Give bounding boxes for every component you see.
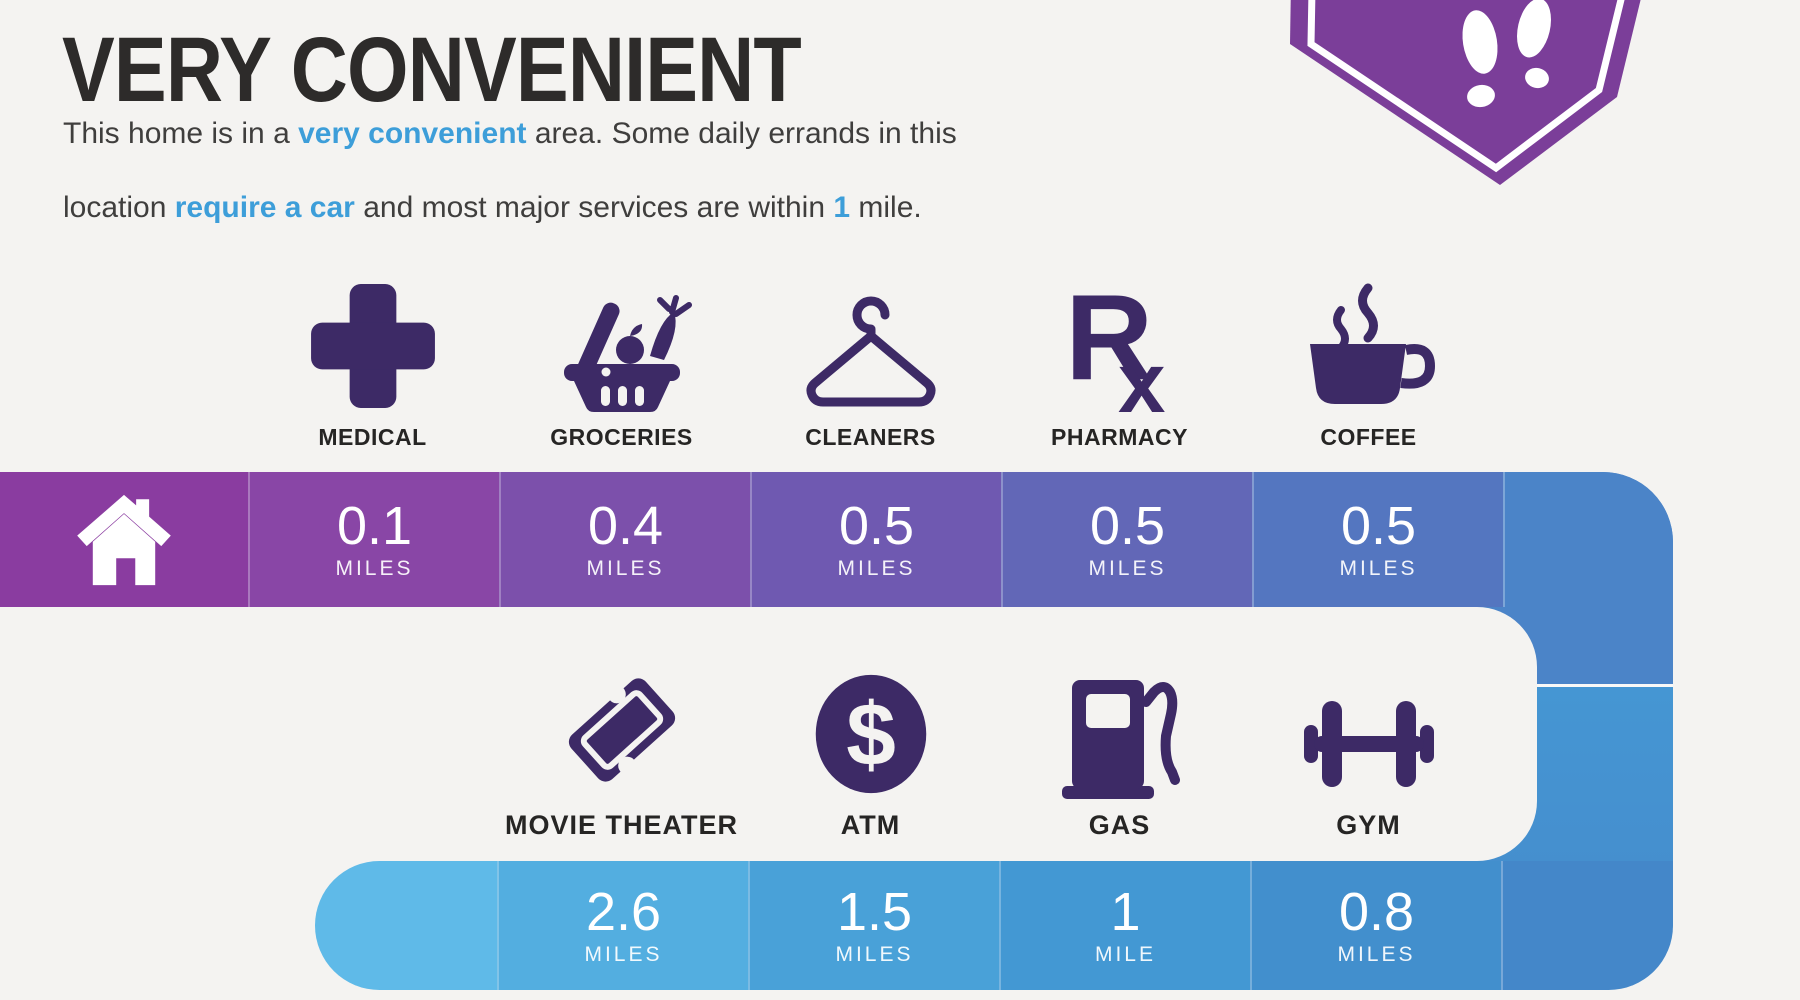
distance-unit: MILES <box>335 556 414 580</box>
amenity-label: CLEANERS <box>805 424 936 450</box>
desc-text: This home is in a <box>63 117 299 150</box>
amenity-gym: GYM <box>1244 660 1493 841</box>
footprints-icon <box>1462 0 1551 108</box>
route-band-bottom-cap <box>315 861 497 990</box>
amenity-medical: MEDICAL <box>248 272 497 451</box>
grocery-basket-icon <box>563 295 692 412</box>
amenity-label: MOVIE THEATER <box>504 810 738 840</box>
distance-value: 2.6 <box>585 881 662 942</box>
distance-cell-gym: 0.8 MILES <box>1250 861 1501 990</box>
distance-value: 0.8 <box>1338 881 1415 942</box>
distance-value: 0.4 <box>587 495 664 556</box>
distance-cell-atm: 1.5 MILES <box>748 861 999 990</box>
amenity-cleaners: CLEANERS <box>746 272 995 451</box>
distance-unit: MILES <box>1339 556 1418 580</box>
amenity-label: GAS <box>1088 810 1151 840</box>
amenity-coffee: COFFEE <box>1244 272 1493 451</box>
desc-text: location <box>63 191 175 224</box>
amenity-gas: GAS <box>995 660 1244 841</box>
distance-cell-cleaners: 0.5 MILES <box>750 472 1001 607</box>
home-cell <box>0 472 248 607</box>
amenity-label: ATM <box>840 810 901 840</box>
distance-unit: MILES <box>837 556 916 580</box>
desc-text: and most major services are within <box>354 191 834 224</box>
distance-value: 1.5 <box>836 881 913 942</box>
coffee-cup-icon <box>1309 283 1435 404</box>
desc-highlight-very-convenient: very convenient <box>298 117 527 150</box>
middle-icon-panel <box>0 607 1537 861</box>
amenity-label: MEDICAL <box>318 424 427 450</box>
hanger-icon <box>806 296 935 407</box>
distance-unit: MILES <box>1337 942 1416 966</box>
svg-text:x: x <box>1117 336 1164 412</box>
rx-icon: R x <box>1065 280 1165 412</box>
distance-unit: MILES <box>1088 556 1167 580</box>
movie-ticket-icon <box>568 678 675 782</box>
desc-text: mile. <box>850 191 922 224</box>
amenity-label: GYM <box>1336 810 1401 840</box>
amenity-label: GROCERIES <box>550 424 693 450</box>
svg-text:$: $ <box>846 684 896 784</box>
distance-cell-gas: 1 MILE <box>999 861 1250 990</box>
distance-unit: MILES <box>584 942 663 966</box>
desc-highlight-require-a-car: require a car <box>174 191 355 224</box>
distance-cell-movie-theater: 2.6 MILES <box>497 861 748 990</box>
desc-highlight-one: 1 <box>833 191 851 224</box>
house-icon <box>77 494 171 585</box>
distance-cell-medical: 0.1 MILES <box>248 472 499 607</box>
amenity-label: COFFEE <box>1320 424 1417 450</box>
amenity-groceries: GROCERIES <box>497 272 746 451</box>
medical-cross-icon <box>310 284 435 408</box>
route-band-top-tail <box>1503 472 1673 607</box>
distance-cell-coffee: 0.5 MILES <box>1252 472 1503 607</box>
page-title: VERY CONVENIENT <box>62 19 802 121</box>
amenity-atm: $ ATM <box>746 660 995 841</box>
atm-dollar-icon: $ <box>815 674 926 794</box>
distance-unit: MILES <box>835 942 914 966</box>
gas-pump-icon <box>1061 680 1180 799</box>
badge-pentagon <box>1290 0 1641 185</box>
walkability-badge <box>1290 0 1641 185</box>
distance-cell-groceries: 0.4 MILES <box>499 472 750 607</box>
distance-value: 0.5 <box>1340 495 1417 556</box>
route-band-top: 0.1 MILES 0.4 MILES 0.5 MILES 0.5 MILES … <box>0 472 1673 607</box>
badge-inner-outline <box>1307 0 1625 173</box>
distance-unit: MILE <box>1094 942 1156 966</box>
distance-unit: MILES <box>586 556 665 580</box>
amenity-movie-theater: MOVIE THEATER <box>497 660 746 841</box>
route-band-bottom: 2.6 MILES 1.5 MILES 1 MILE 0.8 MILES <box>315 861 1673 990</box>
distance-cell-pharmacy: 0.5 MILES <box>1001 472 1252 607</box>
svg-text:R: R <box>1065 280 1153 406</box>
distance-value: 0.5 <box>838 495 915 556</box>
amenity-pharmacy: R x PHARMACY <box>995 272 1244 451</box>
desc-text: area. Some daily errands in this <box>526 117 957 150</box>
distance-value: 0.1 <box>336 495 413 556</box>
description: This home is in a very convenient area. … <box>63 115 957 226</box>
amenity-label: PHARMACY <box>1051 424 1188 450</box>
dumbbell-icon <box>1303 701 1434 787</box>
distance-value: 1 <box>1110 881 1141 942</box>
distance-value: 0.5 <box>1089 495 1166 556</box>
route-band-bottom-tail <box>1501 861 1673 990</box>
